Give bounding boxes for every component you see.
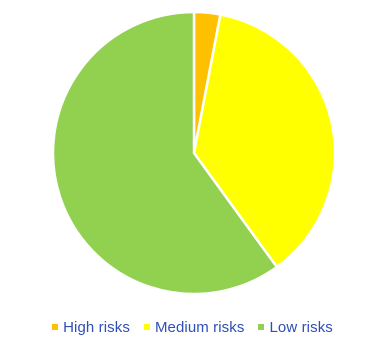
legend-item-medium-risks: Medium risks	[143, 318, 245, 336]
pie-slice-medium-risks	[192, 13, 337, 269]
legend-item-high-risks: High risks	[52, 319, 130, 336]
legend: High risks Medium risks Low risks	[0, 316, 385, 338]
legend-swatch-high-risks	[52, 324, 59, 330]
legend-swatch-medium-risks	[143, 324, 150, 330]
legend-item-low-risks: Low risks	[258, 318, 333, 336]
legend-label-low-risks: Low risks	[269, 318, 333, 336]
legend-label-high-risks: High risks	[63, 318, 130, 336]
pie-plot-area	[51, 10, 337, 296]
pie-slice-low-risks	[51, 10, 279, 296]
legend-swatch-low-risks	[258, 324, 265, 330]
legend-label-medium-risks: Medium risks	[154, 318, 245, 336]
